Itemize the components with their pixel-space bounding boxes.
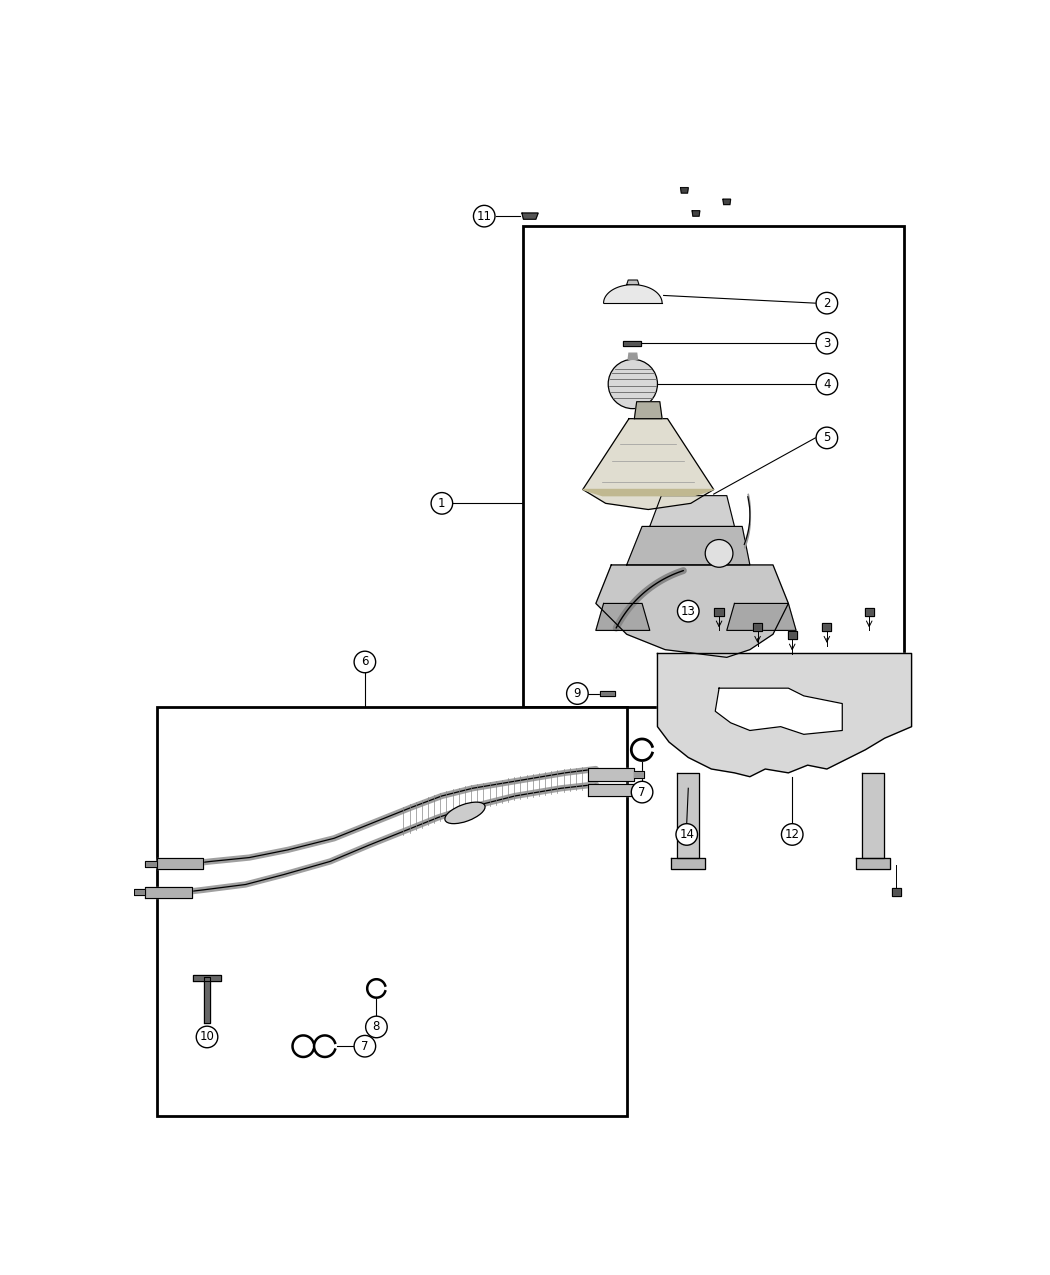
Circle shape bbox=[816, 427, 838, 449]
Polygon shape bbox=[583, 490, 714, 496]
Text: 11: 11 bbox=[477, 209, 491, 223]
Polygon shape bbox=[753, 623, 762, 631]
Text: 10: 10 bbox=[200, 1030, 214, 1043]
Circle shape bbox=[631, 782, 653, 803]
Bar bbox=[523, 226, 904, 708]
Text: 6: 6 bbox=[361, 655, 369, 668]
Circle shape bbox=[567, 682, 588, 704]
Text: 8: 8 bbox=[373, 1020, 380, 1034]
Polygon shape bbox=[671, 858, 706, 870]
Circle shape bbox=[676, 824, 697, 845]
Polygon shape bbox=[628, 353, 637, 360]
Polygon shape bbox=[677, 773, 699, 858]
Polygon shape bbox=[145, 887, 191, 898]
Text: 5: 5 bbox=[823, 431, 831, 445]
Polygon shape bbox=[891, 889, 901, 896]
Ellipse shape bbox=[445, 802, 485, 824]
Circle shape bbox=[816, 374, 838, 395]
Polygon shape bbox=[588, 769, 634, 780]
Polygon shape bbox=[588, 784, 634, 796]
Polygon shape bbox=[596, 565, 789, 658]
Polygon shape bbox=[145, 861, 158, 867]
Text: 7: 7 bbox=[361, 1039, 369, 1053]
Polygon shape bbox=[680, 187, 689, 193]
Polygon shape bbox=[600, 691, 615, 696]
Polygon shape bbox=[864, 608, 874, 616]
Polygon shape bbox=[650, 496, 735, 527]
Circle shape bbox=[354, 652, 376, 673]
Polygon shape bbox=[134, 889, 145, 895]
Polygon shape bbox=[788, 631, 797, 639]
Circle shape bbox=[816, 292, 838, 314]
Polygon shape bbox=[692, 210, 700, 217]
Polygon shape bbox=[596, 603, 650, 630]
Circle shape bbox=[608, 360, 657, 409]
Circle shape bbox=[196, 1026, 217, 1048]
Polygon shape bbox=[657, 654, 911, 776]
Text: 9: 9 bbox=[573, 687, 581, 700]
Polygon shape bbox=[522, 213, 538, 219]
Polygon shape bbox=[634, 785, 644, 793]
Polygon shape bbox=[715, 688, 842, 734]
Polygon shape bbox=[627, 527, 750, 565]
Text: 2: 2 bbox=[823, 297, 831, 310]
Polygon shape bbox=[634, 770, 644, 778]
Polygon shape bbox=[583, 418, 714, 510]
Polygon shape bbox=[204, 977, 210, 1023]
Polygon shape bbox=[634, 402, 663, 418]
Polygon shape bbox=[723, 199, 731, 204]
Text: 14: 14 bbox=[679, 827, 694, 842]
Text: 3: 3 bbox=[823, 337, 831, 349]
Circle shape bbox=[781, 824, 803, 845]
Polygon shape bbox=[862, 773, 884, 858]
Circle shape bbox=[816, 333, 838, 354]
Polygon shape bbox=[856, 858, 890, 870]
Circle shape bbox=[354, 1035, 376, 1057]
Text: 13: 13 bbox=[680, 604, 696, 617]
Bar bbox=[158, 708, 627, 1116]
Polygon shape bbox=[604, 284, 663, 303]
Circle shape bbox=[677, 601, 699, 622]
Circle shape bbox=[432, 492, 453, 514]
Circle shape bbox=[474, 205, 495, 227]
Polygon shape bbox=[158, 858, 204, 870]
Circle shape bbox=[365, 1016, 387, 1038]
Text: 12: 12 bbox=[784, 827, 800, 842]
Polygon shape bbox=[623, 340, 640, 346]
Polygon shape bbox=[727, 603, 796, 630]
Text: 1: 1 bbox=[438, 497, 445, 510]
Polygon shape bbox=[627, 280, 639, 284]
Polygon shape bbox=[822, 623, 832, 631]
Polygon shape bbox=[714, 608, 723, 616]
Polygon shape bbox=[193, 974, 220, 980]
Text: 4: 4 bbox=[823, 377, 831, 390]
Text: 7: 7 bbox=[638, 785, 646, 798]
Circle shape bbox=[706, 539, 733, 567]
